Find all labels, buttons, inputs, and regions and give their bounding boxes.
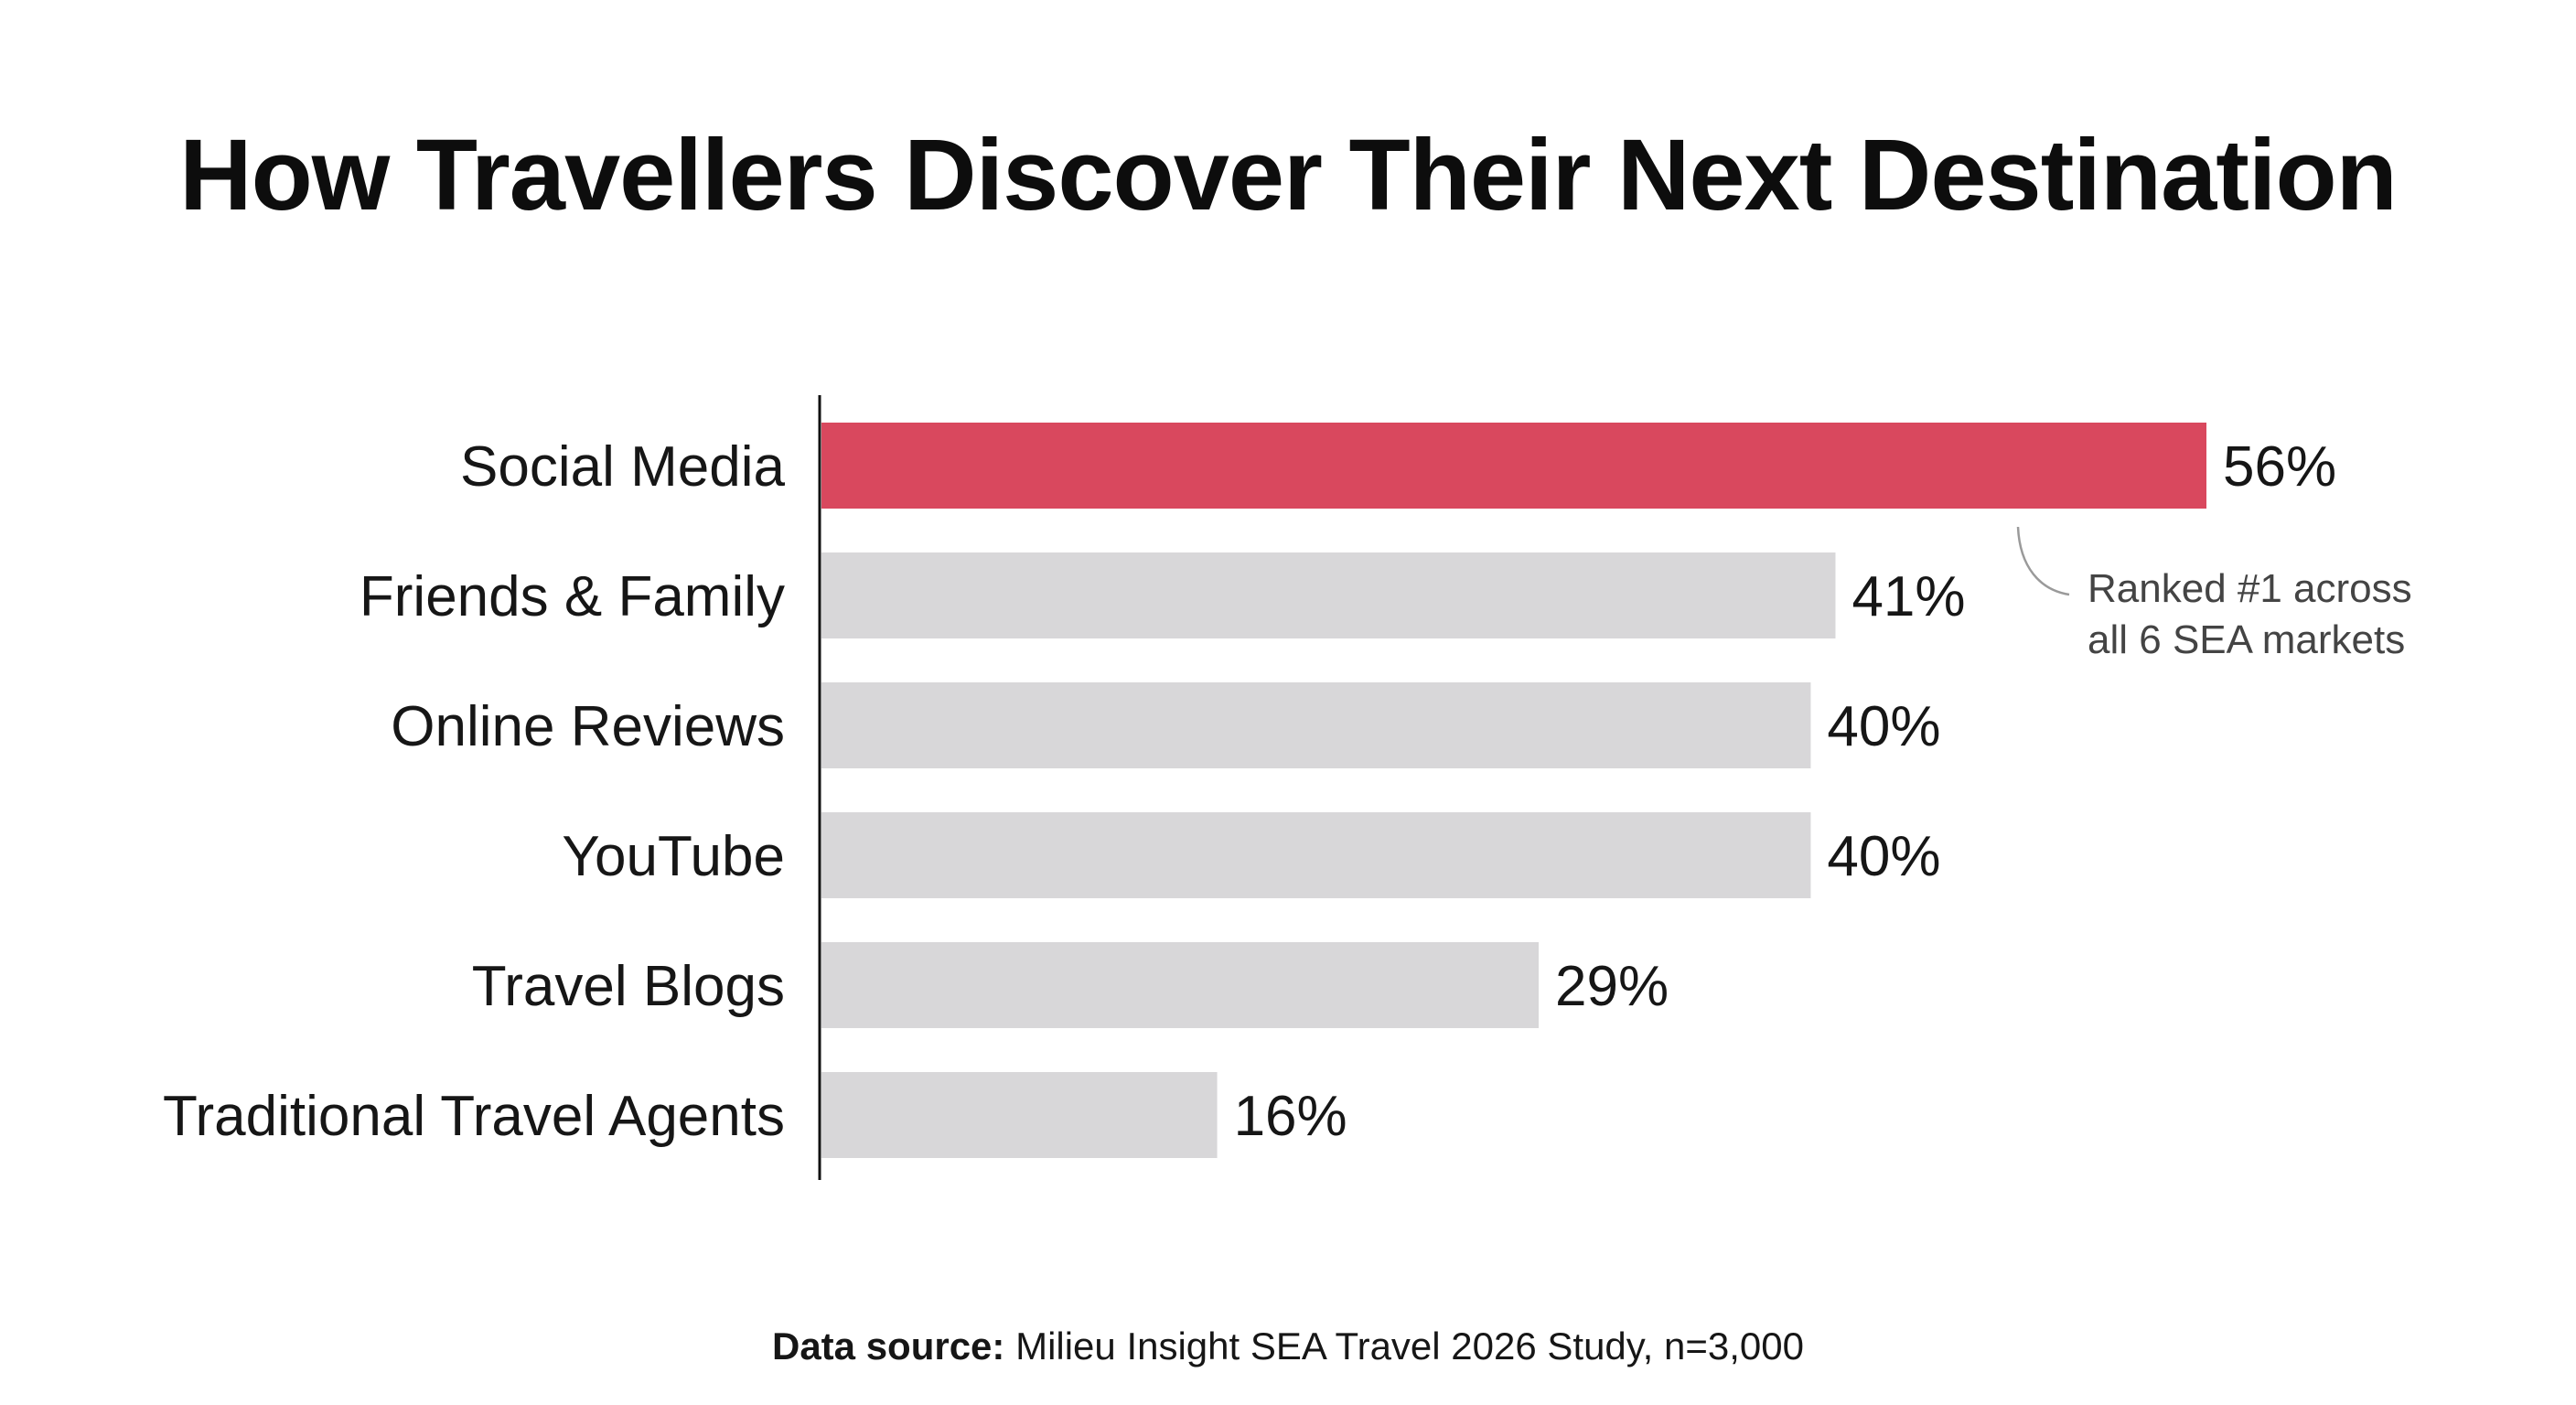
bar-travel-blogs xyxy=(821,942,1540,1028)
value-label: 16% xyxy=(1234,1085,1347,1148)
category-label: Friends & Family xyxy=(360,565,785,628)
bars: Social Media 56% Friends & Family 41% Online… xyxy=(163,423,2336,1158)
bar-online-reviews xyxy=(821,682,1811,768)
category-label: Online Reviews xyxy=(391,695,785,758)
value-label: 40% xyxy=(1827,695,1940,758)
chart-title: How Travellers Discover Their Next Desti… xyxy=(179,119,2398,231)
value-label: 56% xyxy=(2223,435,2336,499)
annotation-line-1: Ranked #1 across xyxy=(2088,566,2412,611)
bar-friends-family xyxy=(821,552,1836,638)
category-label: Traditional Travel Agents xyxy=(163,1085,785,1148)
annotation: Ranked #1 across all 6 SEA markets xyxy=(2016,526,2412,662)
source-text: Milieu Insight SEA Travel 2026 Study, n=… xyxy=(1015,1325,1805,1367)
data-source: Data source: Milieu Insight SEA Travel 2… xyxy=(0,1325,2576,1368)
bar-traditional-travel-agents xyxy=(821,1072,1218,1158)
category-label: YouTube xyxy=(562,825,785,888)
value-label: 29% xyxy=(1555,955,1669,1018)
source-label: Data source: xyxy=(771,1325,1005,1367)
bar-social-media xyxy=(821,423,2206,509)
annotation-line-2: all 6 SEA markets xyxy=(2088,617,2405,662)
annotation-connector xyxy=(2016,526,2070,596)
value-label: 40% xyxy=(1827,825,1940,888)
bar-youtube xyxy=(821,812,1811,898)
value-label: 41% xyxy=(1852,565,1965,628)
category-label: Social Media xyxy=(460,435,785,499)
category-label: Travel Blogs xyxy=(472,955,785,1018)
